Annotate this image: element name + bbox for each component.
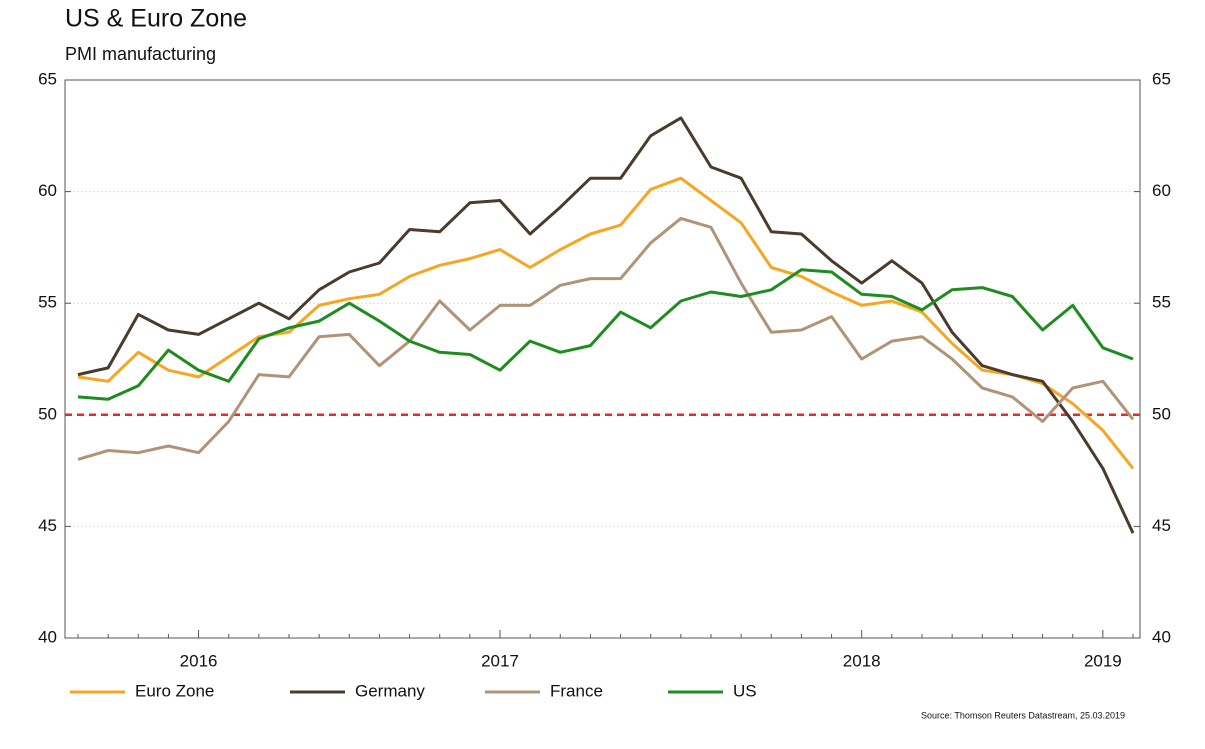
- y-tick-label: 45: [38, 516, 57, 535]
- y2-tick-label: 40: [1152, 627, 1171, 646]
- x-tick-label: 2019: [1084, 651, 1122, 670]
- y-tick-label: 50: [38, 404, 57, 423]
- y-tick-label: 40: [38, 627, 57, 646]
- source-note: Source: Thomson Reuters Datastream, 25.0…: [921, 710, 1125, 720]
- series-line: [77, 176, 1135, 470]
- x-tick-label: 2016: [180, 651, 218, 670]
- y-tick-label: 65: [38, 69, 57, 88]
- legend-label: Germany: [355, 681, 425, 700]
- legend-label: France: [550, 681, 603, 700]
- legend-label: Euro Zone: [135, 681, 214, 700]
- series-line: [77, 268, 1134, 401]
- y2-tick-label: 50: [1152, 404, 1171, 423]
- y2-tick-label: 65: [1152, 69, 1171, 88]
- series-line: [77, 116, 1135, 534]
- y2-tick-label: 60: [1152, 181, 1171, 200]
- chart-subtitle: PMI manufacturing: [65, 44, 216, 64]
- y2-tick-label: 55: [1152, 293, 1171, 312]
- x-tick-label: 2018: [843, 651, 881, 670]
- plot-frame: [64, 79, 1141, 639]
- y-tick-label: 55: [38, 293, 57, 312]
- y-tick-label: 60: [38, 181, 57, 200]
- x-tick-label: 2017: [481, 651, 519, 670]
- y2-tick-label: 45: [1152, 516, 1171, 535]
- series-line: [77, 216, 1135, 461]
- chart-title: US & Euro Zone: [65, 5, 247, 33]
- legend-label: US: [733, 681, 757, 700]
